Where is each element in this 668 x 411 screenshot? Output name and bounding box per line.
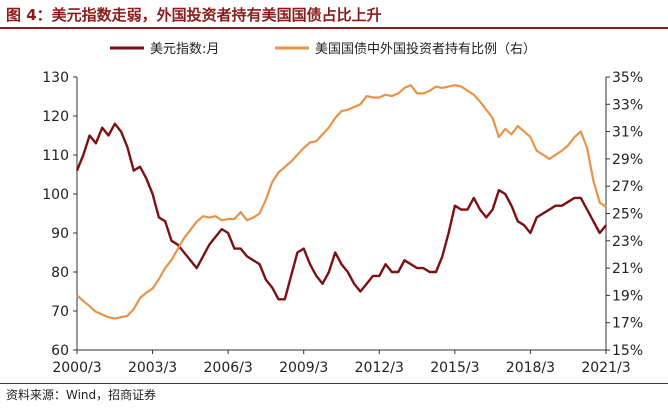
y-left-tick-label: 110 <box>42 148 69 164</box>
y-left-tick-label: 120 <box>42 109 69 125</box>
x-tick-label: 2021/3 <box>581 360 630 376</box>
legend-usd-index-label: 美元指数:月 <box>150 42 219 57</box>
y-left-tick-label: 80 <box>51 265 69 281</box>
x-tick-label: 2018/3 <box>506 360 555 376</box>
y-right-tick-label: 17% <box>612 316 643 332</box>
source-note: 资料来源：Wind，招商证券 <box>6 388 157 402</box>
series-line-foreign-share <box>76 84 607 320</box>
source-divider <box>0 383 668 384</box>
y-right-tick-label: 27% <box>612 179 643 195</box>
y-right-tick-label: 33% <box>612 97 643 113</box>
y-right-tick-label: 29% <box>612 152 643 168</box>
figure-title: 图 4：美元指数走弱，外国投资者持有美国国债占比上升 <box>6 6 382 24</box>
y-right-tick-label: 15% <box>612 343 643 359</box>
x-tick-label: 2000/3 <box>52 360 101 376</box>
y-right-tick-label: 35% <box>612 70 643 86</box>
legend-foreign-share-label: 美国国债中外国投资者持有比例（右） <box>315 41 536 57</box>
title-underline <box>0 27 668 29</box>
series-line-usd-index <box>75 122 607 301</box>
figure-title-bar: 图 4：美元指数走弱，外国投资者持有美国国债占比上升 <box>0 0 668 30</box>
x-tick-label: 2012/3 <box>355 360 404 376</box>
line-chart: 60 70 80 90 100 110 120 130 15% 17% 19% 21% 23% 25% 27… <box>42 41 643 376</box>
y-left-tick-label: 70 <box>51 304 69 320</box>
x-tick-label: 2006/3 <box>204 360 253 376</box>
y-right-tick-label: 31% <box>612 125 643 141</box>
y-right-tick-label: 21% <box>612 261 643 277</box>
x-tick-label: 2009/3 <box>279 360 328 376</box>
y-right-tick-label: 19% <box>612 288 643 304</box>
y-left-tick-label: 100 <box>42 187 69 203</box>
x-tick-label: 2003/3 <box>128 360 177 376</box>
y-right-tick-label: 23% <box>612 234 643 250</box>
x-tick-label: 2015/3 <box>430 360 479 376</box>
y-left-tick-label: 60 <box>51 343 69 359</box>
y-left-tick-label: 90 <box>51 226 69 242</box>
y-left-tick-label: 130 <box>42 70 69 86</box>
y-right-tick-label: 25% <box>612 207 643 223</box>
